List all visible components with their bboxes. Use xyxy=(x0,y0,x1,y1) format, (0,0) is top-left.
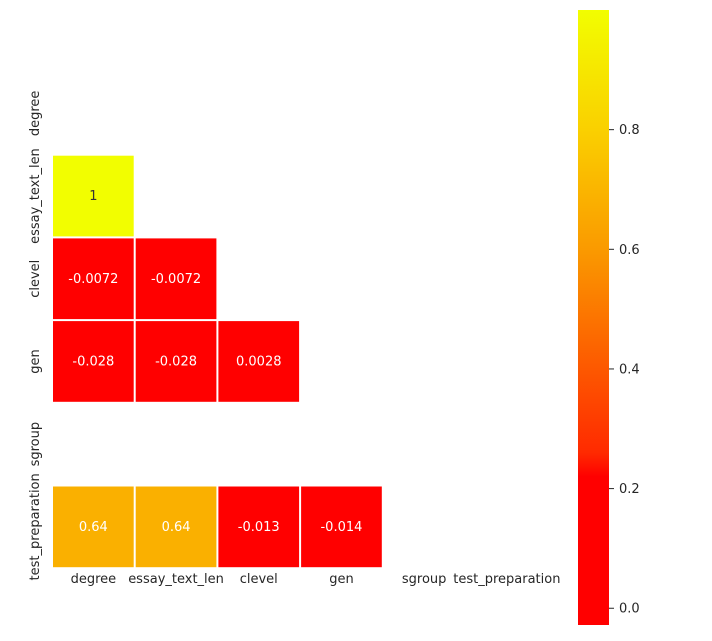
heatmap-cell-test_preparation-essay_text_len xyxy=(135,486,217,568)
heatmap-cell-value: -0.028 xyxy=(72,354,114,369)
y-tick-label-test_preparation: test_preparation xyxy=(28,473,43,580)
heatmap-cell-value: 0.0028 xyxy=(236,354,282,369)
x-tick-label-test_preparation: test_preparation xyxy=(453,572,560,587)
heatmap-cell-value: -0.0072 xyxy=(68,272,118,287)
heatmap-cell-value: 1 xyxy=(89,189,97,204)
colorbar-tick-label: 0.8 xyxy=(619,123,640,138)
heatmap-cell-gen-essay_text_len xyxy=(135,321,217,402)
heatmap-cell-value: 0.64 xyxy=(162,520,191,535)
heatmap-cell-essay_text_len-degree xyxy=(53,155,134,237)
colorbar-tick-label: 0.0 xyxy=(619,602,640,617)
x-tick-label-gen: gen xyxy=(329,572,354,587)
x-tick-label-degree: degree xyxy=(71,572,117,587)
heatmap-cell-value: -0.028 xyxy=(155,354,197,369)
heatmap-cell-test_preparation-clevel xyxy=(218,486,300,568)
colorbar-tick-label: 0.6 xyxy=(619,243,640,258)
heatmap-cell-clevel-degree xyxy=(53,238,134,320)
colorbar-gradient xyxy=(578,10,609,625)
x-tick-label-essay_text_len: essay_text_len xyxy=(128,572,224,587)
y-tick-label-clevel: clevel xyxy=(28,260,43,298)
colorbar: 0.0 0.2 0.4 0.6 0.8 xyxy=(578,10,640,625)
x-tick-label-clevel: clevel xyxy=(240,572,278,587)
x-axis-tick-labels: degree essay_text_len clevel gen sgroup test_… xyxy=(71,572,561,587)
heatmap-cell-value: -0.013 xyxy=(238,520,280,535)
heatmap-cell-test_preparation-degree xyxy=(53,486,134,568)
y-tick-label-essay_text_len: essay_text_len xyxy=(28,148,43,244)
heatmap-cell-gen-degree xyxy=(53,321,134,402)
heatmap-cell-value: 0.64 xyxy=(79,520,108,535)
colorbar-ticks: 0.0 0.2 0.4 0.6 0.8 xyxy=(609,123,640,617)
heatmap-cell-test_preparation-gen xyxy=(301,486,382,568)
heatmap-cell-gen-clevel xyxy=(218,321,300,402)
heatmap-cell-value: -0.014 xyxy=(320,520,362,535)
colorbar-tick-label: 0.2 xyxy=(619,482,640,497)
x-tick-label-sgroup: sgroup xyxy=(402,572,447,587)
y-tick-label-gen: gen xyxy=(28,349,43,374)
y-tick-label-sgroup: sgroup xyxy=(28,422,43,467)
heatmap-cells: 1 -0.0072 -0.0072 -0.028 -0.028 0.0028 0.64 0.6… xyxy=(53,155,382,568)
heatmap-cell-clevel-essay_text_len xyxy=(135,238,217,320)
y-tick-label-degree: degree xyxy=(28,91,43,137)
heatmap-cell-value: -0.0072 xyxy=(151,272,201,287)
colorbar-tick-label: 0.4 xyxy=(619,362,640,377)
